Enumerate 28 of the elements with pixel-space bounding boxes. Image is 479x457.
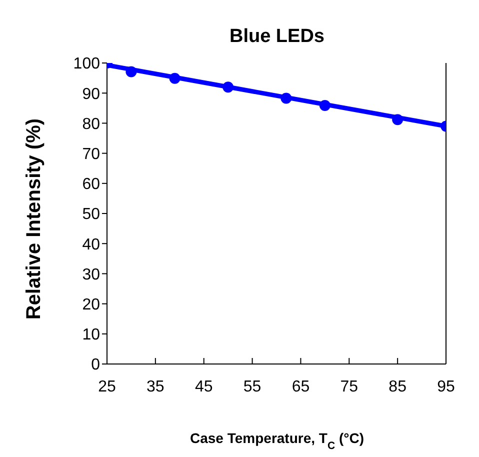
chart-title: Blue LEDs [229,26,325,47]
y-axis-title: Relative Intensity (%) [23,118,45,320]
y-tick-label: 100 [73,56,100,73]
y-tick-label: 10 [82,326,100,344]
y-tick-label: 90 [82,86,100,103]
point [222,82,234,93]
y-tick-label: 30 [82,266,100,284]
y-tick-label: 20 [82,296,100,314]
x-tick-label: 65 [292,378,310,396]
x-tick-label: 55 [243,378,262,396]
x-tick-label: 45 [194,378,213,396]
y-tick-label: 0 [91,356,100,374]
point [169,72,180,84]
point [126,66,137,78]
y-tick-label: 70 [82,146,100,163]
point [280,92,292,104]
x-tick-label: 85 [388,378,407,396]
y-tick-label: 50 [82,206,100,224]
x-tick-label: 95 [437,378,455,396]
x-tick-label: 25 [98,378,116,396]
y-tick-label: 60 [82,176,100,194]
point [319,100,330,111]
x-tick-label: 35 [146,378,164,396]
x-tick-label: 75 [340,378,358,396]
y-tick-label: 80 [82,116,100,133]
y-tick-label: 40 [82,236,100,254]
point [392,114,404,126]
x-axis-title: Case Temperature, T$_{C}$ (°C) [190,430,364,452]
